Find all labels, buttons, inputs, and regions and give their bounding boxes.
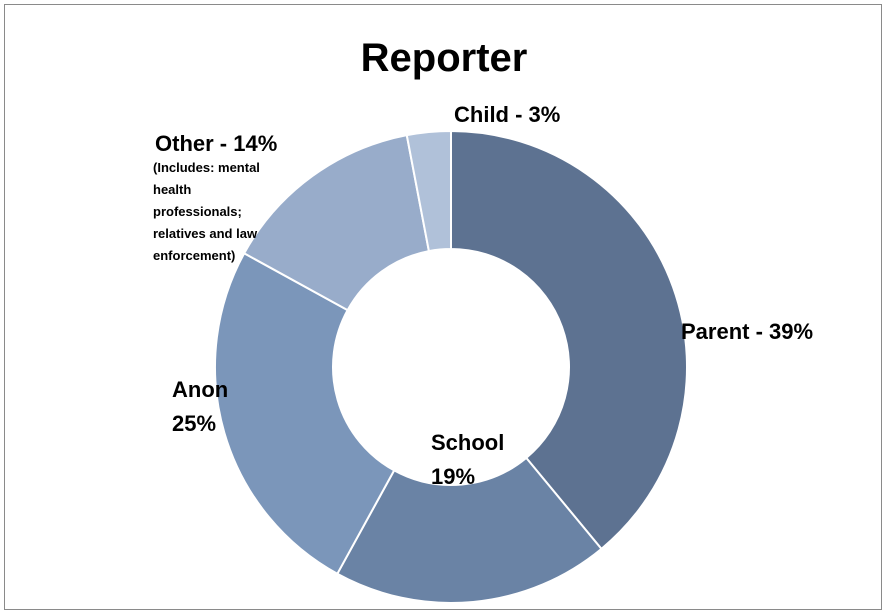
slice-label-school-name: School [431,430,505,455]
slice-parent [450,129,688,551]
donut-slices [214,129,688,604]
slice-other [242,134,431,312]
slice-label-other: Other - 14% [155,131,278,156]
slice-school [335,456,603,604]
slice-label-anon-value: 25% [172,411,217,436]
slice-note-other: (Includes: mental health professionals; … [153,160,260,263]
slice-anon [214,251,396,576]
slice-child [405,129,452,253]
slice-label-anon-name: Anon [172,377,229,402]
slice-label-child: Child - 3% [454,102,561,127]
slice-label-parent: Parent - 39% [681,319,814,344]
chart-title: Reporter [360,36,528,80]
slice-label-school-value: 19% [431,464,476,489]
